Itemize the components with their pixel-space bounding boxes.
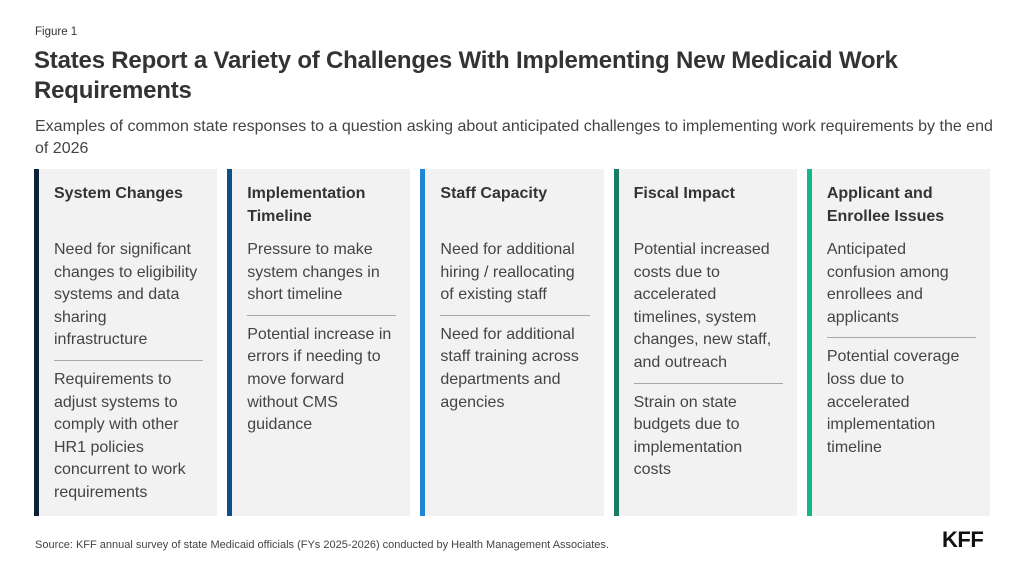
chart-title: States Report a Variety of Challenges Wi… — [34, 47, 898, 104]
column-item: Anticipated confusion among enrollees an… — [826, 241, 949, 326]
challenge-columns: System Changes Need for significant chan… — [34, 169, 991, 516]
column-item: Need for additional staff training acros… — [440, 325, 579, 411]
column-item: Strain on state budgets due to implement… — [633, 393, 743, 479]
column-item: Potential increased costs due to acceler… — [633, 241, 772, 371]
divider — [826, 337, 977, 339]
column-implementation-timeline: Implementation Timeline Pressure to make… — [227, 169, 411, 516]
source-note: Source: KFF annual survey of state Medic… — [35, 539, 609, 551]
column-system-changes: System Changes Need for significant chan… — [34, 169, 218, 516]
column-title: Staff Capacity — [440, 185, 548, 202]
column-item: Potential coverage loss due to accelerat… — [826, 348, 960, 456]
divider — [54, 359, 204, 361]
column-item: Requirements to adjust systems to comply… — [54, 370, 186, 501]
column-item: Potential increase in errors if needing … — [247, 325, 392, 434]
column-title: System Changes — [54, 185, 183, 202]
column-applicant-enrollee-issues: Applicant and Enrollee Issues Anticipate… — [806, 169, 991, 516]
divider — [247, 314, 397, 316]
column-item: Need for significant changes to eligibil… — [54, 241, 198, 349]
divider — [440, 314, 590, 316]
column-title: Applicant and Enrollee Issues — [826, 185, 945, 225]
column-item: Need for additional hiring / reallocatin… — [440, 241, 575, 304]
divider — [633, 382, 783, 384]
column-fiscal-impact: Fiscal Impact Potential increased costs … — [613, 169, 797, 516]
figure-label: Figure 1 — [35, 26, 78, 38]
column-item: Pressure to make system changes in short… — [247, 241, 380, 304]
column-title: Implementation Timeline — [247, 185, 366, 225]
chart-subtitle: Examples of common state responses to a … — [35, 118, 993, 157]
kff-logo: KFF — [942, 527, 984, 552]
column-staff-capacity: Staff Capacity Need for additional hirin… — [420, 169, 604, 516]
column-title: Fiscal Impact — [633, 185, 735, 202]
